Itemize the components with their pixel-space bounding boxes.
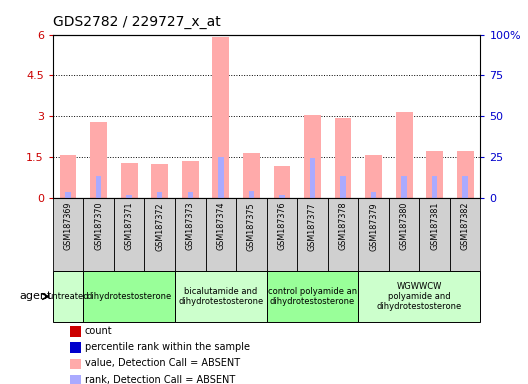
Bar	[426, 151, 443, 198]
Bar	[297, 198, 328, 271]
Text: WGWWCW
polyamide and
dihydrotestosterone: WGWWCW polyamide and dihydrotestosterone	[377, 281, 462, 311]
Bar	[218, 157, 223, 198]
Bar	[83, 198, 114, 271]
Bar	[90, 122, 107, 198]
Bar	[187, 192, 193, 198]
Bar	[145, 198, 175, 271]
Bar	[70, 342, 81, 353]
Text: GSM187372: GSM187372	[155, 202, 164, 250]
Bar	[365, 155, 382, 198]
Text: GSM187370: GSM187370	[94, 202, 103, 250]
Bar	[310, 158, 315, 198]
Bar	[60, 155, 77, 198]
Bar	[279, 195, 285, 198]
Bar	[175, 271, 267, 322]
Text: count: count	[85, 326, 112, 336]
Text: GSM187369: GSM187369	[63, 202, 72, 250]
Bar	[432, 175, 437, 198]
Bar	[236, 198, 267, 271]
Bar	[152, 164, 168, 198]
Text: GSM187373: GSM187373	[186, 202, 195, 250]
Text: bicalutamide and
dihydrotestosterone: bicalutamide and dihydrotestosterone	[178, 287, 263, 306]
Bar	[304, 115, 321, 198]
Bar	[450, 198, 480, 271]
Bar	[463, 175, 468, 198]
Bar	[274, 166, 290, 198]
Bar	[175, 198, 205, 271]
Bar	[83, 271, 175, 322]
Bar	[53, 198, 83, 271]
Text: percentile rank within the sample: percentile rank within the sample	[85, 342, 250, 352]
Bar	[395, 112, 412, 198]
Bar	[182, 161, 199, 198]
Text: value, Detection Call = ABSENT: value, Detection Call = ABSENT	[85, 358, 240, 368]
Bar	[243, 153, 260, 198]
Bar	[457, 151, 474, 198]
Text: GSM187380: GSM187380	[400, 202, 409, 250]
Text: rank, Detection Call = ABSENT: rank, Detection Call = ABSENT	[85, 374, 235, 384]
Bar	[70, 375, 81, 384]
Bar	[359, 271, 480, 322]
Bar	[419, 198, 450, 271]
Bar	[389, 198, 419, 271]
Text: GSM187375: GSM187375	[247, 202, 256, 250]
Bar	[205, 198, 236, 271]
Bar	[328, 198, 359, 271]
Bar	[340, 175, 346, 198]
Text: control polyamide an
dihydrotestosterone: control polyamide an dihydrotestosterone	[268, 287, 357, 306]
Bar	[65, 192, 71, 198]
Bar	[249, 191, 254, 198]
Text: dihydrotestosterone: dihydrotestosterone	[87, 292, 172, 301]
Text: GSM187378: GSM187378	[338, 202, 347, 250]
Bar	[126, 195, 132, 198]
Text: agent: agent	[19, 291, 51, 301]
Bar	[70, 359, 81, 369]
Bar	[53, 271, 83, 322]
Bar	[401, 175, 407, 198]
Text: GSM187382: GSM187382	[461, 202, 470, 250]
Text: GSM187374: GSM187374	[216, 202, 225, 250]
Bar	[212, 37, 229, 198]
Text: GSM187381: GSM187381	[430, 202, 439, 250]
Bar	[267, 271, 359, 322]
Bar	[335, 118, 352, 198]
Bar	[267, 198, 297, 271]
Bar	[96, 175, 101, 198]
Bar	[114, 198, 145, 271]
Bar	[157, 192, 163, 198]
Text: GSM187377: GSM187377	[308, 202, 317, 250]
Bar	[371, 192, 376, 198]
Text: GDS2782 / 229727_x_at: GDS2782 / 229727_x_at	[53, 15, 221, 29]
Text: GSM187371: GSM187371	[125, 202, 134, 250]
Text: GSM187379: GSM187379	[369, 202, 378, 250]
Bar	[359, 198, 389, 271]
Text: GSM187376: GSM187376	[277, 202, 286, 250]
Bar	[70, 326, 81, 336]
Text: untreated: untreated	[48, 292, 89, 301]
Bar	[121, 163, 138, 198]
